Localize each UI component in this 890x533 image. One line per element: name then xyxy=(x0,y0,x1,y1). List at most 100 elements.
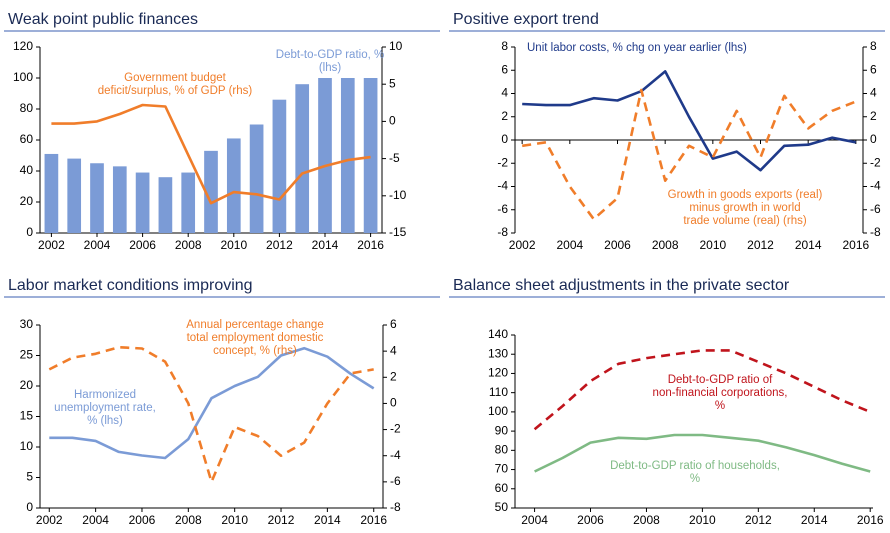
series-label: Debt-to-GDP ratio of households, xyxy=(610,460,780,472)
series-label: Annual percentage change xyxy=(186,319,323,331)
y-tick-label: 0 xyxy=(26,225,33,239)
y2-tick-label: -15 xyxy=(389,225,407,239)
y-tick-label: 130 xyxy=(488,346,508,360)
bar xyxy=(112,166,127,233)
series-label: Government budget xyxy=(124,72,226,84)
series-line xyxy=(522,88,857,221)
y-tick-label: 10 xyxy=(20,439,34,453)
y2-tick-label: 6 xyxy=(870,62,877,76)
x-tick-label: 2010 xyxy=(699,238,726,252)
y-tick-label: 90 xyxy=(495,423,509,437)
x-tick-label: 2004 xyxy=(84,238,111,252)
bar xyxy=(272,99,287,233)
series-label: (lhs) xyxy=(319,62,342,74)
y2-tick-label: 6 xyxy=(390,317,397,331)
y2-tick-label: -6 xyxy=(390,474,401,488)
y-tick-label: 30 xyxy=(20,317,34,331)
x-tick-label: 2014 xyxy=(314,513,341,527)
y2-tick-label: -4 xyxy=(390,448,401,462)
bar xyxy=(204,150,218,233)
series-label: Harmonized xyxy=(74,389,136,401)
y2-tick-label: -2 xyxy=(390,422,401,436)
x-tick-label: 2002 xyxy=(36,513,63,527)
series-label: % xyxy=(690,473,700,485)
chart-title: Positive export trend xyxy=(453,11,599,28)
x-tick-label: 2002 xyxy=(509,238,536,252)
y-tick-label: 5 xyxy=(26,470,33,484)
x-tick-label: 2008 xyxy=(652,238,679,252)
y-tick-label: 20 xyxy=(20,378,34,392)
x-tick-label: 2010 xyxy=(221,513,248,527)
bar xyxy=(44,153,59,233)
series-label: Growth in goods exports (real) xyxy=(668,189,823,201)
y-tick-label: 40 xyxy=(20,163,34,177)
y2-tick-label: 4 xyxy=(870,86,877,100)
x-tick-label: 2002 xyxy=(38,238,65,252)
y-tick-label: 60 xyxy=(495,481,509,495)
x-tick-label: 2012 xyxy=(745,513,772,527)
series-label: Debt-to-GDP ratio, % xyxy=(276,49,384,61)
x-tick-label: 2014 xyxy=(795,238,822,252)
y-tick-label: 110 xyxy=(489,385,508,399)
y2-tick-label: 0 xyxy=(389,114,396,128)
y-tick-label: 0 xyxy=(26,500,33,514)
x-tick-label: 2016 xyxy=(857,513,884,527)
y2-tick-label: 5 xyxy=(389,76,396,90)
y-tick-label: 0 xyxy=(501,132,508,146)
y-tick-label: 120 xyxy=(13,39,33,53)
chart-panel: Labor market conditions improving 0 5 10 15 2… xyxy=(4,277,440,527)
y-tick-label: 80 xyxy=(495,443,509,457)
y2-tick-label: -5 xyxy=(389,151,400,165)
y-tick-label: -6 xyxy=(497,202,508,216)
series-label: total employment domestic xyxy=(187,332,324,344)
chart-title: Balance sheet adjustments in the private… xyxy=(453,277,790,294)
y-tick-label: 80 xyxy=(20,101,34,115)
series-label: Unit labor costs, % chg on year earlier … xyxy=(527,42,747,54)
x-tick-label: 2012 xyxy=(268,513,295,527)
x-tick-label: 2010 xyxy=(220,238,247,252)
y2-tick-label: 4 xyxy=(390,343,397,357)
series-line xyxy=(48,345,374,484)
chart-panel: Positive export trend -8 -6 -4 -2 0 2 4 6 8 -8 -6 -4… xyxy=(449,11,885,252)
y2-tick-label: -2 xyxy=(870,155,881,169)
y2-tick-label: -4 xyxy=(870,179,881,193)
y-tick-label: 50 xyxy=(495,500,509,514)
x-tick-label: 2004 xyxy=(556,238,583,252)
x-tick-label: 2012 xyxy=(266,238,293,252)
x-tick-label: 2006 xyxy=(129,238,156,252)
y-tick-label: -4 xyxy=(497,179,508,193)
series-line xyxy=(522,70,857,172)
series-label: minus growth in world xyxy=(689,202,800,214)
series-label: Debt-to-GDP ratio of xyxy=(668,374,773,386)
series-line xyxy=(51,103,371,205)
x-tick-label: 2006 xyxy=(604,238,631,252)
bar xyxy=(340,78,355,233)
x-tick-label: 2016 xyxy=(842,238,869,252)
x-tick-label: 2008 xyxy=(175,513,202,527)
series-label: % (lhs) xyxy=(87,415,123,427)
y-tick-label: -8 xyxy=(497,225,508,239)
bar xyxy=(90,163,104,233)
y-tick-label: 8 xyxy=(501,39,508,53)
y-tick-label: -2 xyxy=(497,155,508,169)
y-tick-label: 4 xyxy=(501,86,508,100)
y2-tick-label: 0 xyxy=(870,132,877,146)
y-tick-label: 20 xyxy=(20,194,34,208)
x-tick-label: 2008 xyxy=(175,238,202,252)
y2-tick-label: 2 xyxy=(390,369,397,383)
y-tick-label: 120 xyxy=(488,366,508,380)
x-tick-label: 2012 xyxy=(747,238,774,252)
bar xyxy=(295,84,310,233)
x-tick-label: 2006 xyxy=(577,513,604,527)
y2-tick-label: -10 xyxy=(389,188,407,202)
x-tick-label: 2014 xyxy=(801,513,828,527)
chart-title: Labor market conditions improving xyxy=(8,277,253,294)
series-label: trade volume (real) (rhs) xyxy=(683,215,807,227)
y-tick-label: 2 xyxy=(501,109,508,123)
y-tick-label: 70 xyxy=(495,462,509,476)
y-tick-label: 140 xyxy=(488,327,508,341)
y2-tick-label: 2 xyxy=(870,109,877,123)
y-tick-label: 60 xyxy=(20,132,34,146)
series-label: unemployment rate, xyxy=(54,402,156,414)
